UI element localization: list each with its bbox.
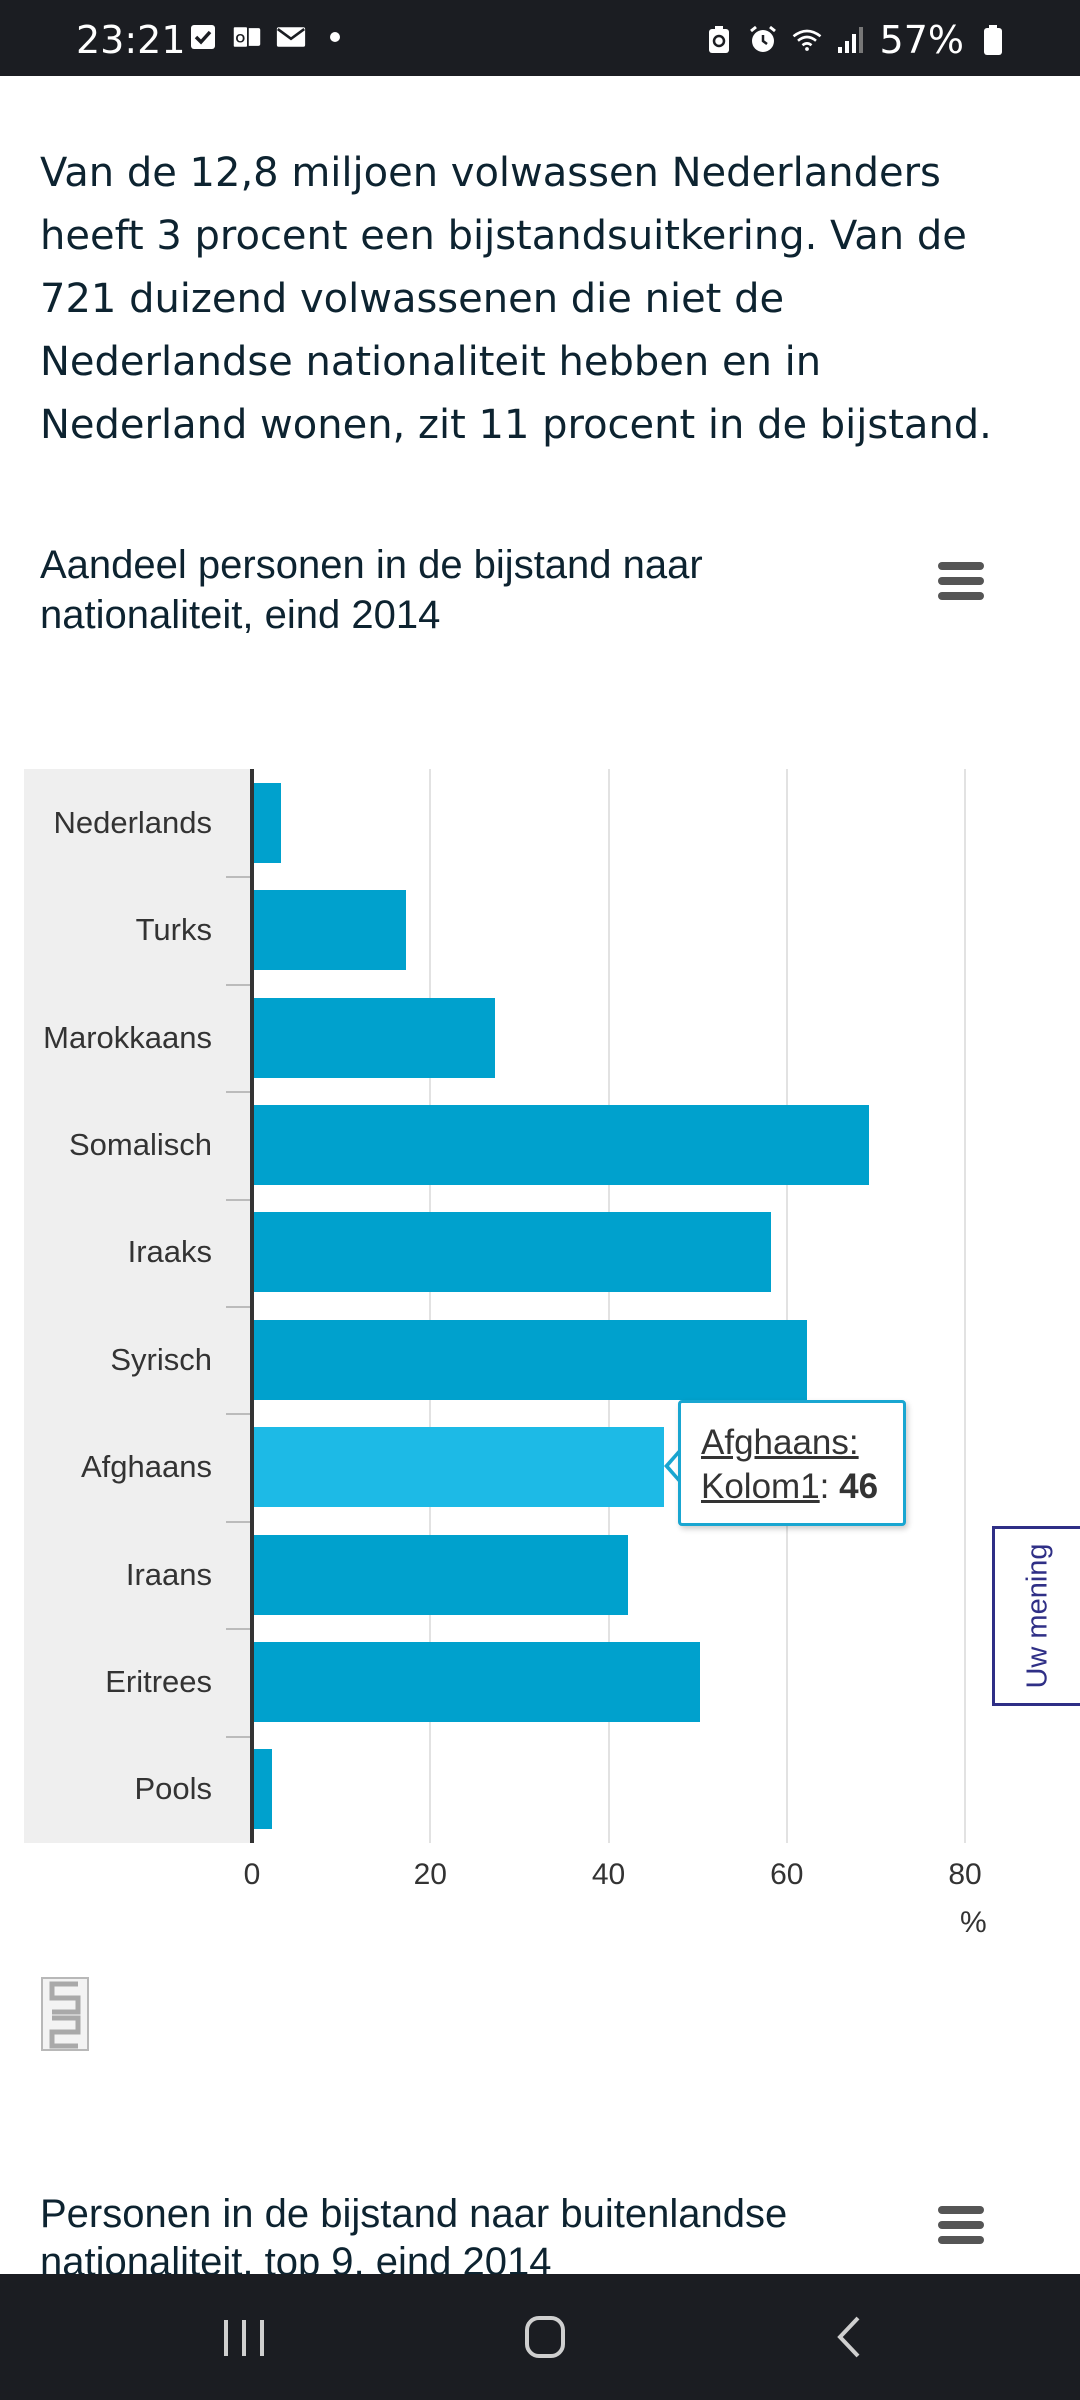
x-tick-label: 20	[413, 1858, 447, 1891]
category-tick	[226, 876, 252, 879]
recent-apps-icon[interactable]	[214, 2312, 274, 2362]
category-label: Iraans	[125, 1556, 212, 1592]
bar-syrisch[interactable]	[254, 1319, 807, 1400]
category-tick	[226, 1413, 252, 1416]
bar-marokkaans[interactable]	[254, 997, 495, 1078]
bar-eritrees[interactable]	[254, 1641, 700, 1722]
category-label: Afghaans	[81, 1449, 212, 1485]
chart-menu-button[interactable]	[938, 562, 984, 602]
intro-paragraph: Van de 12,8 miljoen volwassen Nederlande…	[40, 150, 992, 448]
category-tick	[226, 983, 252, 986]
cbs-logo[interactable]	[40, 1976, 90, 2052]
category-label: Somalisch	[69, 1126, 212, 1162]
gridline	[429, 769, 432, 1843]
category-label: Pools	[134, 1771, 212, 1807]
bar-iraans[interactable]	[254, 1534, 629, 1615]
gridline	[607, 769, 610, 1843]
category-axis-line	[250, 769, 254, 1843]
bar-pools[interactable]	[254, 1749, 272, 1830]
status-bar: 23:21 O 57%	[0, 0, 1080, 76]
mail-icon	[276, 22, 306, 52]
bar-afghaans[interactable]	[254, 1427, 664, 1508]
tooltip-series: Kolom1	[701, 1467, 820, 1506]
dot-icon	[330, 32, 340, 42]
tooltip-category: Afghaans:	[701, 1423, 859, 1462]
category-tick	[226, 1735, 252, 1738]
category-label: Eritrees	[105, 1663, 212, 1699]
x-tick-label: 0	[243, 1858, 261, 1891]
chart2-title: Personen in de bijstand naar buitenlands…	[40, 2192, 788, 2284]
system-icons: 57%	[704, 18, 1008, 62]
category-label: Turks	[135, 912, 212, 948]
wifi-icon	[792, 25, 822, 55]
gridline	[785, 769, 788, 1843]
bar-iraaks[interactable]	[254, 1212, 771, 1293]
category-label: Nederlands	[53, 804, 212, 840]
notification-icons: O	[188, 22, 340, 52]
category-tick	[226, 1628, 252, 1631]
feedback-tab[interactable]: Uw mening	[992, 1526, 1080, 1706]
x-tick-label: 40	[591, 1858, 626, 1891]
category-tick	[226, 1198, 252, 1201]
bar-turks[interactable]	[254, 890, 406, 971]
home-icon[interactable]	[515, 2312, 575, 2362]
category-axis-background	[24, 769, 251, 1843]
x-tick-label: 80	[948, 1858, 982, 1891]
category-tick	[226, 1520, 252, 1523]
category-tick	[226, 1306, 252, 1308]
alarm-icon	[748, 25, 778, 55]
chart-tooltip: Afghaans: Kolom1: 46	[678, 1400, 906, 1526]
bar-nederlands[interactable]	[254, 782, 281, 863]
feedback-label: Uw mening	[1021, 1543, 1053, 1689]
bar-chart: 0 20 40 60 80 Nederlands Turks Marokkaans Somali…	[0, 760, 1080, 1960]
battery-percentage: 57%	[879, 18, 964, 62]
check-notification-icon	[188, 22, 218, 52]
battery-icon	[978, 25, 1008, 55]
back-icon[interactable]	[820, 2312, 880, 2362]
category-label: Syrisch	[110, 1341, 212, 1377]
x-axis-unit-label: %	[960, 1906, 987, 1939]
category-tick	[226, 1091, 252, 1094]
category-label: Iraaks	[127, 1234, 212, 1270]
gridline	[964, 769, 966, 1843]
navigation-bar	[0, 2274, 1080, 2400]
hamburger-icon	[938, 2206, 984, 2214]
category-label: Marokkaans	[43, 1019, 212, 1055]
recycle-icon	[704, 25, 734, 55]
chart-title: Aandeel personen in de bijstand naar nat…	[40, 543, 703, 637]
tooltip-value: 46	[839, 1467, 879, 1506]
signal-icon	[836, 25, 866, 55]
svg-text:O: O	[236, 31, 246, 45]
status-time: 23:21	[76, 18, 186, 62]
x-tick-label: 60	[770, 1858, 804, 1891]
chart2-menu-button[interactable]	[938, 2206, 984, 2246]
bar-somalisch[interactable]	[254, 1104, 869, 1185]
outlook-icon: O	[232, 22, 262, 52]
hamburger-icon	[938, 562, 984, 570]
